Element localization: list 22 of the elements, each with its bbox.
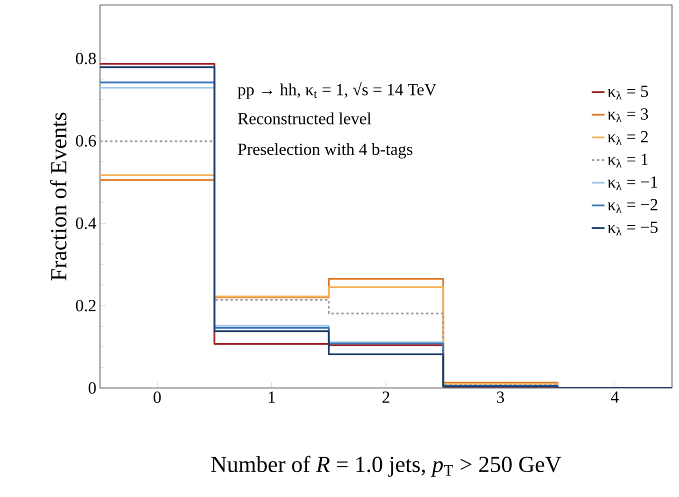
x-tick-label: 1 <box>268 392 275 403</box>
annotation: pp → hh, κ$_{t}$ = 1, √s = 14 TeV <box>238 82 436 99</box>
legend-label: κ$_{λ}$ = 1 <box>608 154 648 168</box>
annotation: Reconstructed level <box>238 112 372 124</box>
y-tick-label: 0.2 <box>76 300 96 312</box>
x-tick-label: 4 <box>610 392 619 403</box>
y-tick-label: 0.8 <box>76 52 96 64</box>
legend-label: κ$_{λ}$ = −2 <box>608 199 658 213</box>
legend-label: κ$_{λ}$ = −5 <box>608 222 658 236</box>
x-tick-label: 3 <box>496 392 504 403</box>
x-axis-title: Number of R = 1.0 jets, p$_{T}$ > 250 GeV <box>211 456 562 477</box>
legend-label: κ$_{λ}$ = 5 <box>608 86 648 100</box>
annotation: Preselection with 4 b-tags <box>238 143 412 158</box>
y-tick-label: 0.6 <box>76 135 96 147</box>
legend-label: κ$_{λ}$ = −1 <box>608 176 658 190</box>
legend-label: κ$_{λ}$ = 3 <box>608 108 648 122</box>
x-tick-label: 2 <box>382 392 390 403</box>
y-axis-title: Fraction of Events <box>50 112 66 280</box>
x-tick-label: 0 <box>154 392 161 403</box>
y-tick-label: 0.4 <box>76 218 96 230</box>
y-tick-label: 0 <box>88 382 96 394</box>
legend-label: κ$_{λ}$ = 2 <box>608 131 648 145</box>
